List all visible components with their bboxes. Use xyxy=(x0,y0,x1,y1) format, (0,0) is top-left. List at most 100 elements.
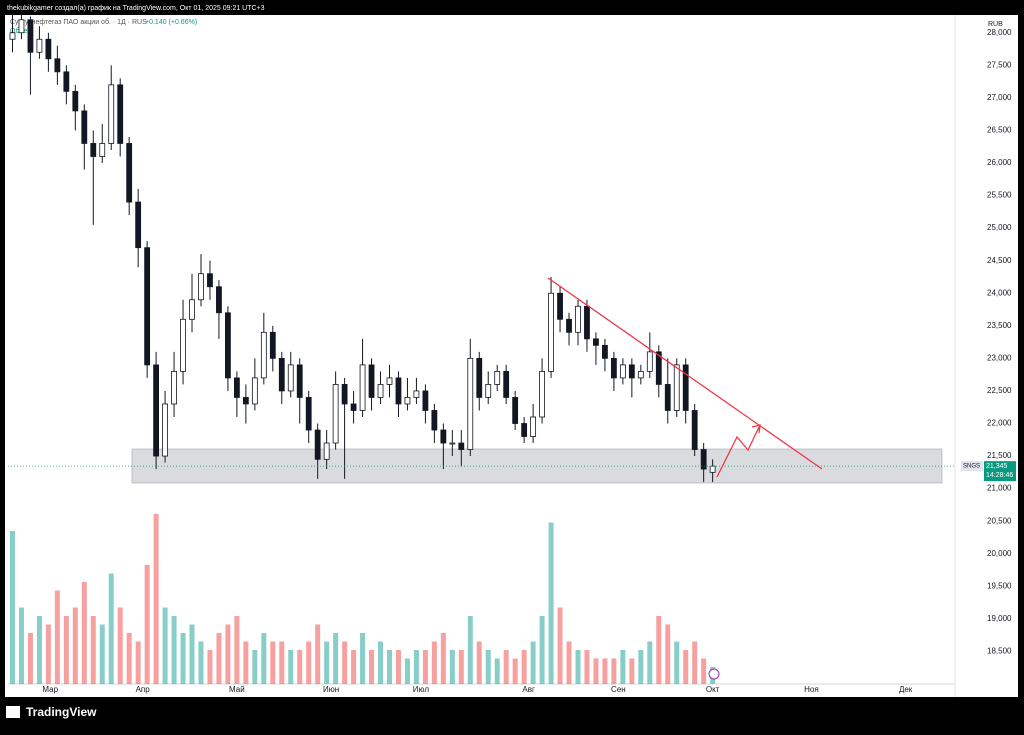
candle-body xyxy=(566,318,572,333)
volume-bar xyxy=(674,641,680,684)
candle-body xyxy=(476,357,483,398)
event-icon[interactable] xyxy=(708,668,720,680)
volume-bar xyxy=(243,641,249,684)
candle-body xyxy=(655,351,662,385)
volume-bar xyxy=(108,573,114,684)
volume-bar xyxy=(440,633,446,684)
candle-body xyxy=(709,465,716,473)
volume-bar xyxy=(422,650,428,684)
y-tick-label: 19,000 xyxy=(987,614,1012,623)
x-tick-label: Сен xyxy=(611,685,626,694)
volume-bar xyxy=(162,607,168,684)
trend-line xyxy=(547,277,823,470)
y-tick-label: 23,000 xyxy=(987,353,1012,362)
candle-body xyxy=(512,397,519,424)
currency: RUB xyxy=(988,21,1003,28)
candle-body xyxy=(72,90,79,112)
candle-body xyxy=(431,410,438,431)
volume-bar xyxy=(521,650,527,684)
x-tick-label: Авг xyxy=(522,685,535,694)
volume-bar xyxy=(611,658,617,684)
candle-body xyxy=(171,370,177,405)
volume-bar xyxy=(216,633,222,684)
volume-bar xyxy=(144,565,150,684)
candle-body xyxy=(611,357,617,379)
forecast-arrow xyxy=(716,424,761,478)
logo-icon xyxy=(6,706,20,718)
candle-body xyxy=(180,318,186,372)
y-tick-label: 27,500 xyxy=(987,60,1012,69)
y-tick-label: 22,500 xyxy=(987,386,1012,395)
volume-bar xyxy=(530,641,536,684)
volume-bar xyxy=(665,624,671,684)
candle-body xyxy=(584,305,590,340)
volume-bar xyxy=(476,641,482,684)
volume-bar xyxy=(198,641,204,684)
candle-body xyxy=(332,384,339,444)
candle-body xyxy=(637,370,644,379)
candle-body xyxy=(440,429,447,444)
candle-body xyxy=(521,423,528,437)
volume-bar xyxy=(683,650,689,684)
volume-bar xyxy=(315,624,321,684)
volume-bar xyxy=(252,650,258,684)
candle-body xyxy=(314,429,321,460)
candle-body xyxy=(485,384,492,398)
candle-body xyxy=(189,299,195,320)
candle-body xyxy=(27,19,34,53)
candle-body xyxy=(395,377,402,405)
volume-bar xyxy=(638,650,644,684)
candle-body xyxy=(350,403,357,411)
brand: TradingView xyxy=(26,705,97,719)
volume-bar xyxy=(171,616,177,684)
candle-body xyxy=(162,403,168,457)
candle-body xyxy=(251,377,258,405)
candle-body xyxy=(90,143,97,157)
y-tick-label: 18,500 xyxy=(987,647,1012,656)
volume-bar xyxy=(18,607,24,684)
x-tick-label: Мар xyxy=(42,685,58,694)
volume-bar xyxy=(575,650,581,684)
volume-bar xyxy=(404,658,410,684)
volume-bar xyxy=(467,616,473,684)
volume-bar xyxy=(378,641,384,684)
candle-body xyxy=(619,364,626,379)
volume-bar xyxy=(485,650,491,684)
volume-bar xyxy=(333,633,339,684)
candle-body xyxy=(449,442,456,445)
volume-bar xyxy=(360,633,366,684)
candle-body xyxy=(628,364,635,379)
candle-body xyxy=(682,364,689,411)
candle-body xyxy=(323,442,330,460)
candle-body xyxy=(126,143,133,203)
candle-body xyxy=(539,370,545,418)
volume-bar xyxy=(369,650,375,684)
volume-bar xyxy=(494,658,500,684)
change: +0.140 (+0.66%) xyxy=(145,19,197,26)
x-tick-label: Май xyxy=(229,685,245,694)
y-tick-label: 26,000 xyxy=(987,158,1012,167)
volume-bar xyxy=(395,650,401,684)
volume-bar xyxy=(36,616,42,684)
candle-body xyxy=(63,71,70,92)
candle-body xyxy=(81,110,88,144)
x-tick-label: Окт xyxy=(706,685,720,694)
candle-body xyxy=(593,338,599,346)
volume-bar xyxy=(584,650,590,684)
x-tick-label: Дек xyxy=(899,685,913,694)
y-tick-label: 24,000 xyxy=(987,288,1012,297)
candle-body xyxy=(377,384,384,398)
candle-body xyxy=(575,305,581,333)
volume-bar xyxy=(458,650,464,684)
candle-body xyxy=(225,312,231,379)
volume-bar xyxy=(431,641,437,684)
candle-body xyxy=(664,384,671,411)
volume-bar xyxy=(620,650,626,684)
candle-body xyxy=(359,364,366,411)
y-tick-label: 24,500 xyxy=(987,256,1012,265)
volume-bar xyxy=(297,650,303,684)
y-tick-label: 26,500 xyxy=(987,126,1012,135)
candle-body xyxy=(198,273,204,301)
y-tick-label: 28,000 xyxy=(987,28,1012,37)
